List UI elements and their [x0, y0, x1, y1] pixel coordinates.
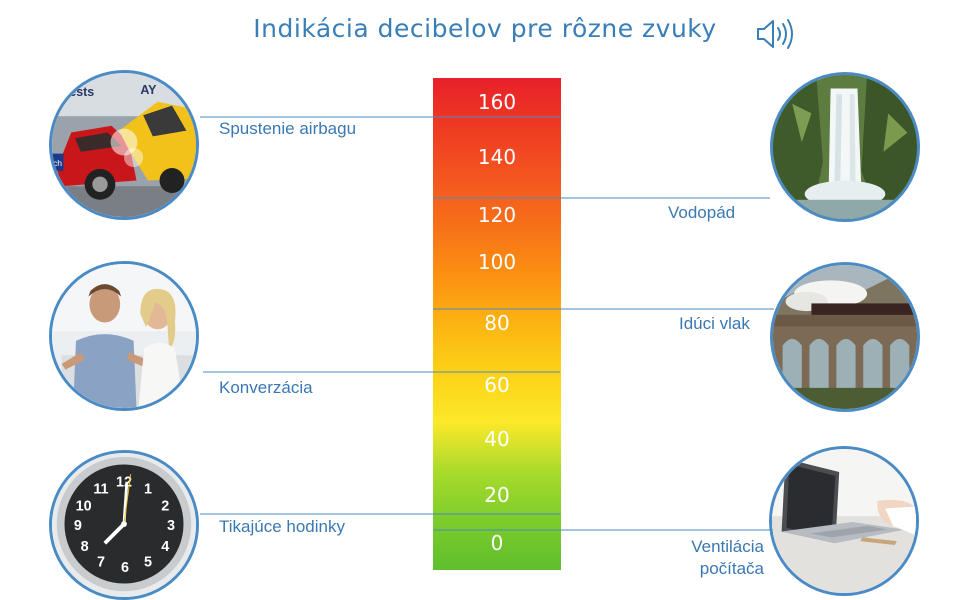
svg-text:5: 5 — [144, 554, 152, 570]
svg-text:ch: ch — [53, 158, 62, 168]
svg-text:3: 3 — [167, 518, 175, 534]
label-ventilacia-line2: počítača — [699, 559, 764, 578]
svg-text:8: 8 — [81, 539, 89, 555]
label-konverzacia: Konverzácia — [219, 378, 313, 397]
scale-gradient — [433, 78, 561, 570]
scale-level-40: 40 — [484, 427, 510, 451]
label-ventilacia-pocitaca: Ventilácia počítača — [677, 536, 764, 580]
laptop-typing-photo — [769, 446, 919, 596]
svg-text:ests: ests — [69, 85, 94, 99]
decibel-scale: 160 140 120 100 80 60 40 20 0 — [433, 78, 561, 570]
svg-text:12: 12 — [116, 475, 132, 491]
scale-level-80: 80 — [484, 311, 510, 335]
scale-level-20: 20 — [484, 483, 510, 507]
svg-text:6: 6 — [121, 560, 129, 576]
svg-text:9: 9 — [74, 518, 82, 534]
car-crash-photo: ests AY ch — [49, 70, 199, 220]
svg-text:AY: AY — [140, 83, 157, 97]
scale-level-120: 120 — [477, 203, 517, 227]
scale-level-60: 60 — [484, 373, 510, 397]
scale-level-140: 140 — [477, 145, 517, 169]
svg-text:2: 2 — [161, 499, 169, 515]
label-vodopad: Vodopád — [668, 203, 736, 222]
svg-text:11: 11 — [93, 481, 108, 497]
label-spustenie-airbagu: Spustenie airbagu — [219, 119, 357, 138]
wall-clock-photo: 12 1 2 3 4 5 6 7 8 9 10 11 — [49, 450, 199, 600]
label-iduci-vlak: Idúci vlak — [679, 314, 750, 333]
svg-text:4: 4 — [161, 539, 169, 555]
waterfall-photo — [770, 72, 920, 222]
label-ventilacia-line1: Ventilácia — [691, 537, 764, 556]
svg-text:7: 7 — [97, 554, 105, 570]
scale-level-0: 0 — [490, 531, 504, 555]
title-text: Indikácia decibelov pre rôzne zvuky — [253, 14, 717, 43]
svg-text:10: 10 — [76, 499, 92, 515]
page-title: Indikácia decibelov pre rôzne zvuky — [0, 14, 970, 43]
label-tikajuce-hodinky: Tikajúce hodinky — [219, 517, 345, 536]
svg-text:1: 1 — [144, 481, 152, 497]
couple-talking-photo — [49, 261, 199, 411]
speaker-volume-icon[interactable] — [752, 16, 796, 52]
steam-train-viaduct-photo — [770, 262, 920, 412]
scale-level-100: 100 — [477, 250, 517, 274]
scale-level-160: 160 — [477, 90, 517, 114]
